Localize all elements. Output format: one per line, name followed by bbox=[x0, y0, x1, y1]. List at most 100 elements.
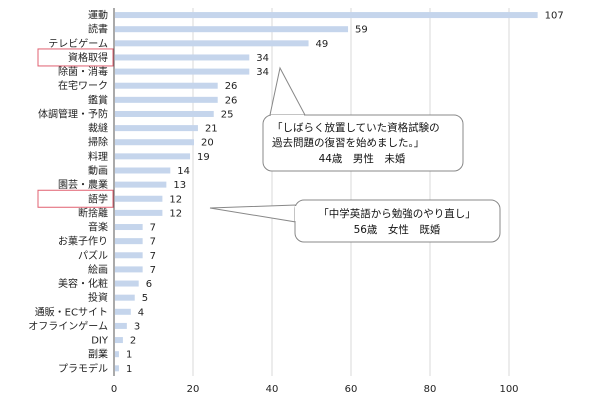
bar bbox=[115, 266, 143, 273]
bars bbox=[115, 12, 538, 372]
value-label: 12 bbox=[169, 208, 182, 219]
value-label: 4 bbox=[138, 307, 144, 318]
category-label: DIY bbox=[91, 336, 109, 347]
category-label: 資格取得 bbox=[68, 51, 108, 64]
bar bbox=[115, 82, 218, 89]
category-label: 音楽 bbox=[88, 221, 108, 234]
category-label: 裁縫 bbox=[88, 122, 108, 135]
category-label: 在宅ワーク bbox=[58, 79, 108, 92]
value-label: 14 bbox=[177, 166, 190, 177]
category-label: 投資 bbox=[88, 291, 108, 304]
category-label: お菓子作り bbox=[58, 236, 108, 248]
bar bbox=[115, 308, 131, 315]
value-label: 6 bbox=[146, 279, 152, 290]
highlight-box bbox=[37, 189, 114, 208]
bar bbox=[115, 110, 214, 117]
annotation-2-line-2: 56歳 女性 既婚 bbox=[354, 223, 441, 236]
value-label: 1 bbox=[126, 350, 132, 361]
bar bbox=[115, 167, 171, 174]
value-label: 2 bbox=[130, 336, 136, 347]
value-label: 7 bbox=[150, 265, 156, 276]
x-tick-label: 0 bbox=[111, 384, 117, 395]
bar bbox=[115, 238, 143, 245]
annotation-callout-1: 「しばらく放置していた資格試験の 過去問題の復習を始めました。」 44歳 男性 … bbox=[262, 66, 464, 172]
value-label: 25 bbox=[221, 109, 234, 120]
bar bbox=[115, 224, 143, 231]
bar bbox=[115, 280, 139, 287]
bar bbox=[115, 153, 191, 160]
bar bbox=[115, 26, 349, 33]
value-label: 107 bbox=[545, 11, 564, 22]
category-label: 通販・ECサイト bbox=[35, 306, 108, 318]
bar bbox=[115, 68, 250, 75]
value-label: 49 bbox=[316, 39, 329, 50]
annotation-callout-2: 「中学英語から勉強のやり直し」 56歳 女性 既婚 bbox=[209, 199, 501, 243]
bar bbox=[115, 337, 123, 344]
category-label: 鑑賞 bbox=[88, 93, 108, 106]
value-label: 19 bbox=[197, 152, 210, 163]
bar bbox=[115, 252, 143, 259]
bar bbox=[115, 351, 119, 358]
value-label: 7 bbox=[150, 237, 156, 248]
value-label: 7 bbox=[150, 251, 156, 262]
value-label: 1 bbox=[126, 364, 132, 375]
x-tick-labels: 0 20 40 60 80 100 bbox=[111, 384, 519, 395]
value-label: 26 bbox=[225, 81, 238, 92]
highlight-boxes bbox=[37, 48, 114, 208]
category-label: 体調管理・予防 bbox=[38, 107, 108, 120]
bar bbox=[115, 195, 163, 202]
annotation-1-line-1: 「しばらく放置していた資格試験の bbox=[272, 121, 440, 134]
category-label: 語学 bbox=[88, 192, 108, 205]
value-label: 3 bbox=[134, 321, 140, 332]
value-label: 5 bbox=[142, 293, 148, 304]
value-label: 13 bbox=[173, 180, 186, 191]
category-label: 副業 bbox=[88, 348, 108, 361]
bar bbox=[115, 365, 119, 372]
x-tick-label: 60 bbox=[345, 384, 358, 395]
value-label: 21 bbox=[205, 124, 218, 135]
bar bbox=[115, 12, 538, 19]
value-label: 7 bbox=[150, 223, 156, 234]
bar bbox=[115, 139, 194, 146]
category-label: 掃除 bbox=[88, 136, 108, 149]
value-labels: 1075949343426262521201914131212777765432… bbox=[126, 11, 564, 375]
category-label: 園芸・農業 bbox=[58, 178, 108, 191]
value-label: 26 bbox=[225, 95, 238, 106]
bar bbox=[115, 40, 309, 47]
x-tick-label: 40 bbox=[266, 384, 279, 395]
value-label: 59 bbox=[355, 25, 368, 36]
category-labels: 運動読書テレビゲーム資格取得除菌・消毒在宅ワーク鑑賞体調管理・予防裁縫掃除料理動… bbox=[28, 9, 109, 375]
category-label: プラモデル bbox=[58, 362, 108, 375]
category-label: 料理 bbox=[88, 150, 108, 163]
bar bbox=[115, 54, 250, 61]
category-label: 絵画 bbox=[88, 263, 108, 276]
x-tick-label: 80 bbox=[424, 384, 437, 395]
bar bbox=[115, 209, 163, 216]
bar bbox=[115, 96, 218, 103]
annotation-1-line-3: 44歳 男性 未婚 bbox=[319, 152, 406, 165]
category-label: テレビゲーム bbox=[48, 38, 108, 50]
category-label: オフラインゲーム bbox=[28, 320, 108, 332]
x-tick-label: 100 bbox=[499, 384, 518, 395]
value-label: 34 bbox=[256, 53, 269, 64]
annotation-1-line-2: 過去問題の復習を始めました。」 bbox=[272, 136, 424, 149]
category-label: 運動 bbox=[88, 9, 108, 22]
value-label: 12 bbox=[169, 194, 182, 205]
category-label: 読書 bbox=[88, 23, 108, 36]
category-label: 断捨離 bbox=[78, 206, 108, 219]
annotation-2-line-1: 「中学英語から勉強のやり直し」 bbox=[318, 207, 476, 220]
value-label: 20 bbox=[201, 138, 214, 149]
category-label: 動画 bbox=[88, 164, 108, 177]
bar bbox=[115, 125, 198, 132]
value-label: 34 bbox=[256, 67, 269, 78]
highlight-box bbox=[37, 48, 114, 67]
gridlines bbox=[192, 8, 510, 376]
category-label: 除菌・消毒 bbox=[58, 65, 108, 78]
category-label: パズル bbox=[78, 249, 108, 262]
bar bbox=[115, 294, 135, 301]
x-tick-label: 20 bbox=[187, 384, 200, 395]
bar bbox=[115, 181, 167, 188]
category-label: 美容・化粧 bbox=[58, 277, 108, 290]
bar bbox=[115, 322, 127, 329]
